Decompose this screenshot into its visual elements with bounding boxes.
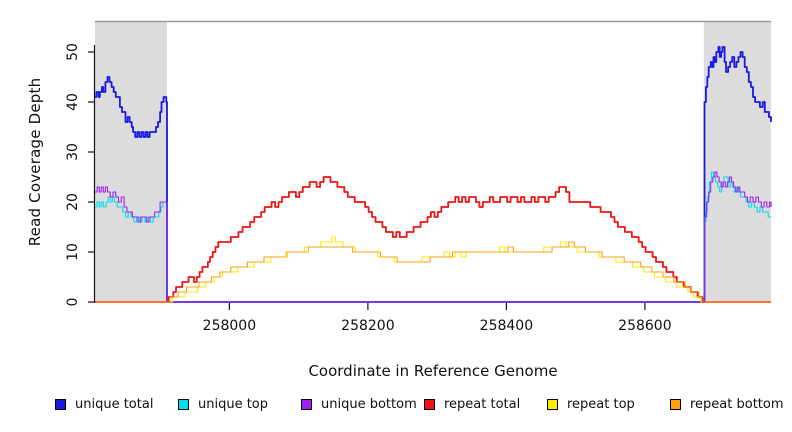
legend-label: unique total [75, 397, 154, 412]
series-repeat-total [95, 176, 771, 303]
coverage-plot: 0 10 20 30 40 50 258000 258200 258400 258600 [65, 20, 772, 334]
legend-swatch-icon [301, 399, 312, 410]
legend: unique total unique top unique bottom repea… [55, 397, 792, 412]
legend-label: unique top [198, 397, 269, 412]
x-tick-label: 258200 [341, 318, 394, 334]
y-tick-label: 0 [65, 298, 81, 307]
series-repeat-top [95, 236, 771, 303]
shaded-region [95, 22, 167, 302]
legend-label: unique bottom [321, 397, 417, 412]
shaded-region [703, 22, 771, 302]
legend-swatch-icon [670, 399, 681, 410]
series-unique-bottom [95, 171, 772, 303]
legend-swatch-icon [55, 399, 66, 410]
x-tick-label: 258000 [203, 318, 256, 334]
legend-item-repeat-bottom: repeat bottom [670, 397, 792, 412]
y-tick-label: 20 [65, 193, 81, 211]
x-tick-label: 258600 [618, 318, 671, 334]
legend-item-unique-top: unique top [178, 397, 301, 412]
legend-swatch-icon [178, 399, 189, 410]
legend-label: repeat top [567, 397, 635, 412]
y-tick-label: 40 [65, 93, 81, 111]
legend-swatch-icon [424, 399, 435, 410]
x-axis-title: Coordinate in Reference Genome [308, 362, 558, 380]
legend-item-unique-total: unique total [55, 397, 178, 412]
y-tick-label: 30 [65, 143, 81, 161]
legend-label: repeat bottom [690, 397, 784, 412]
legend-item-unique-bottom: unique bottom [301, 397, 424, 412]
series-repeat-bottom [95, 241, 771, 303]
x-tick-label: 258400 [480, 318, 533, 334]
y-tick-label: 50 [65, 43, 81, 61]
y-tick-label: 10 [65, 243, 81, 261]
y-axis-title: Read Coverage Depth [26, 77, 44, 247]
legend-label: repeat total [444, 397, 521, 412]
legend-item-repeat-top: repeat top [547, 397, 670, 412]
legend-swatch-icon [547, 399, 558, 410]
series-unique-total [95, 46, 772, 303]
legend-item-repeat-total: repeat total [424, 397, 547, 412]
